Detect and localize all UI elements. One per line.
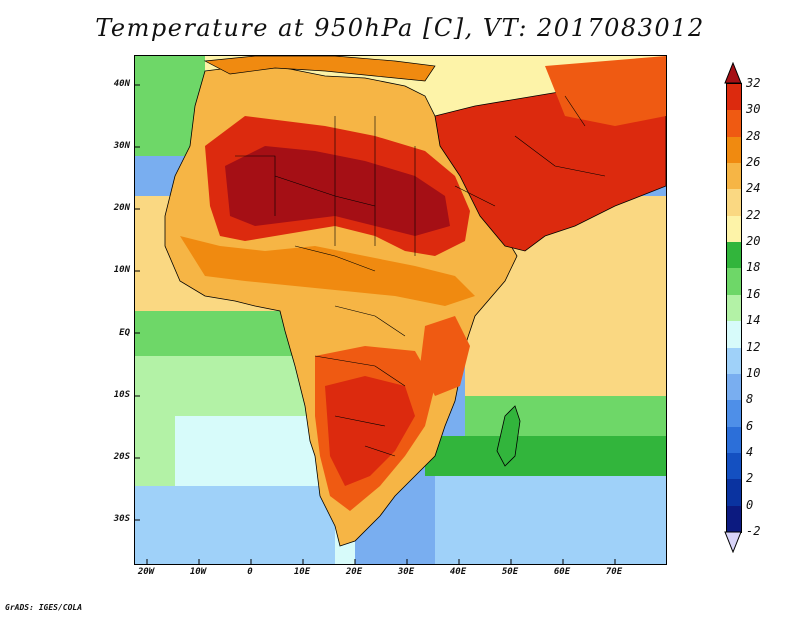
map-panel[interactable] (134, 55, 667, 565)
ocean-southwest-deep (135, 486, 335, 564)
colorbar-label: 14 (746, 313, 761, 328)
lat-label-20s: 20S (113, 452, 130, 462)
colorbar-label: 32 (746, 76, 761, 90)
colorbar-segment (727, 452, 741, 480)
colorbar-segment (727, 479, 741, 507)
lon-label-20e: 20E (345, 567, 363, 577)
lon-label-70e: 70E (605, 567, 623, 577)
triangle-down-icon (724, 531, 742, 553)
colorbar-label: -2 (746, 524, 761, 538)
colorbar-label: 26 (746, 155, 761, 170)
colorbar-label: 8 (746, 392, 754, 407)
colorbar-label: 18 (746, 260, 761, 275)
colorbar-segment (727, 215, 741, 243)
colorbar-segment (727, 242, 741, 270)
lon-label-10w: 10W (189, 567, 207, 577)
triangle-up-icon (724, 62, 742, 84)
colorbar-label: 22 (746, 207, 761, 222)
lat-label-20n: 20N (113, 203, 130, 213)
country-borders (235, 95, 606, 457)
colorbar-label: 16 (746, 286, 761, 301)
lon-label-50e: 50E (501, 567, 519, 577)
lat-label-30n: 30N (113, 141, 130, 151)
colorbar-label: 2 (746, 471, 754, 486)
lon-label-60e: 60E (553, 567, 571, 577)
colorbar-label: 28 (746, 128, 761, 143)
southern-europe-landmass (203, 56, 436, 82)
colorbar-segment (727, 110, 741, 138)
middle-east-warm-edge (545, 56, 666, 126)
ocean-indian-cool-band (425, 436, 666, 476)
colorbar-segment (727, 505, 741, 533)
sahara-inner-core (225, 146, 450, 236)
lon-label-30e: 30E (397, 567, 415, 577)
madagascar-island (496, 405, 521, 467)
colorbar-segment (727, 373, 741, 401)
colorbar-label: 20 (746, 234, 761, 249)
frame-ticks (135, 84, 616, 564)
colorbar-segment (727, 189, 741, 217)
colorbar-segment (727, 321, 741, 349)
lat-label-10s: 10S (113, 390, 130, 400)
colorbar-segment (727, 84, 741, 111)
colorbar-segment (727, 136, 741, 164)
colorbar-segment (727, 163, 741, 191)
colorbar (726, 83, 742, 533)
lon-label-20w: 20W (137, 567, 155, 577)
colorbar-segment (727, 426, 741, 454)
colorbar-label: 10 (746, 365, 761, 380)
lat-label-40n: 40N (113, 79, 130, 89)
colorbar-segment (727, 268, 741, 296)
colorbar-label: 4 (746, 444, 754, 459)
lon-label-0: 0 (247, 567, 253, 577)
colorbar-label: 24 (746, 181, 761, 196)
chart-title: Temperature at 950hPa [C], VT: 201708301… (95, 14, 705, 42)
east-africa-warm-zone (420, 316, 470, 396)
colorbar-segment (727, 294, 741, 322)
lon-label-40e: 40E (449, 567, 467, 577)
colorbar-segment (727, 400, 741, 428)
sahel-warm-band (180, 236, 475, 306)
colorbar-label: 12 (746, 339, 761, 354)
lat-label-eq: EQ (119, 328, 130, 338)
lat-label-10n: 10N (113, 265, 130, 275)
southern-africa-inner-core (325, 376, 415, 486)
credit-text: GrADS: IGES/COLA (5, 603, 83, 612)
colorbar-label: 6 (746, 418, 754, 433)
lon-label-10e: 10E (293, 567, 311, 577)
lat-label-30s: 30S (113, 514, 130, 524)
colorbar-label: 30 (746, 102, 761, 117)
colorbar-segment (727, 347, 741, 375)
colorbar-label: 0 (746, 497, 754, 512)
